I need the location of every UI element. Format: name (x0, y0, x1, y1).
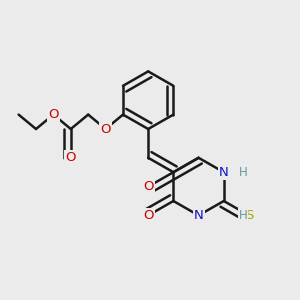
Text: N: N (219, 166, 229, 179)
Text: H: H (238, 209, 247, 222)
Text: O: O (100, 122, 111, 136)
Text: O: O (143, 180, 153, 193)
Text: N: N (194, 209, 203, 222)
Text: S: S (245, 209, 253, 222)
Text: O: O (65, 151, 76, 164)
Text: H: H (238, 166, 247, 179)
Text: O: O (48, 108, 59, 121)
Text: O: O (143, 209, 153, 222)
